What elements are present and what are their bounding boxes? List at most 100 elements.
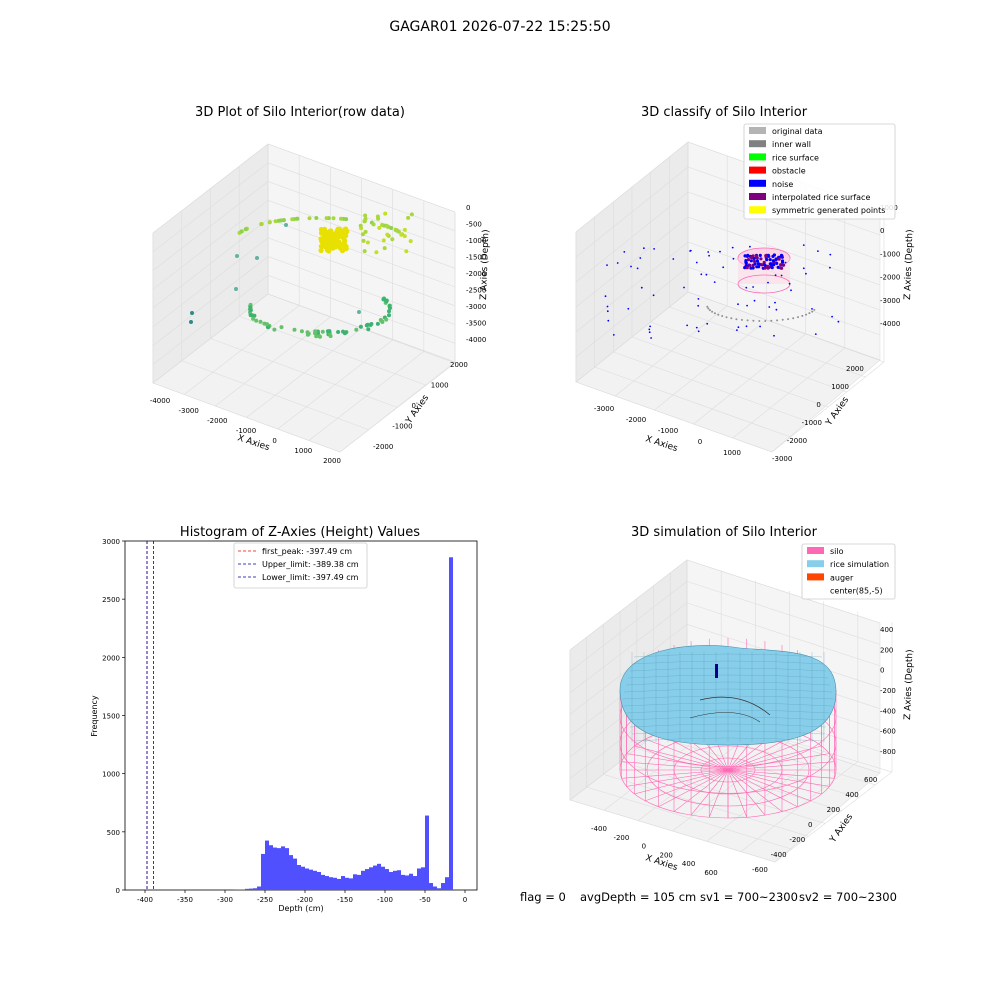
- cls-point: [754, 254, 759, 258]
- grid-line-y: [620, 761, 826, 824]
- cls-point: [772, 263, 776, 267]
- raw-point: [369, 322, 374, 326]
- cls-point: [760, 263, 764, 267]
- panel2-xlabel: X Axies: [644, 434, 679, 454]
- grid-line-x: [774, 771, 893, 863]
- y-tick-label: -1000: [802, 419, 822, 427]
- raw-point: [299, 329, 304, 334]
- noise-point: [731, 246, 734, 249]
- x-tick-label: -250: [257, 896, 273, 904]
- panel4-legend-items: silo rice simulation auger center(85,-5): [807, 547, 889, 596]
- cls-point: [755, 259, 760, 263]
- y-tick-label: 2000: [102, 654, 120, 662]
- wall-point: [801, 314, 804, 317]
- wall-point: [805, 313, 808, 316]
- raw-point: [284, 223, 288, 227]
- wall-point: [797, 316, 799, 319]
- silo-spoke: [645, 769, 729, 802]
- raw-point: [409, 212, 414, 217]
- x-tick-label: 0: [642, 843, 646, 851]
- noise-point: [697, 304, 700, 307]
- legend-label: inner wall: [772, 140, 811, 149]
- histogram-plot-frame: [124, 540, 478, 891]
- z-tick-label: 0: [880, 227, 884, 235]
- raw-point: [375, 321, 380, 326]
- noise-point: [627, 307, 630, 310]
- x-tick-label: 600: [704, 869, 717, 877]
- raw-point: [404, 249, 409, 254]
- histogram-bar: [289, 855, 293, 890]
- y-tick-label: 2500: [102, 596, 120, 604]
- noise-point: [705, 273, 708, 276]
- histogram-bar: [333, 877, 337, 890]
- raw-point: [326, 246, 332, 252]
- cls-point: [782, 263, 786, 267]
- x-tick-label: -1000: [658, 427, 678, 435]
- panel4-legend: silo rice simulation auger center(85,-5): [801, 543, 896, 600]
- histogram-bar: [329, 877, 333, 890]
- grid-line-x: [740, 761, 859, 852]
- histogram-bar: [397, 870, 401, 890]
- grid-line-y: [181, 360, 369, 431]
- histogram-bar: [413, 876, 417, 890]
- noise-point: [837, 320, 840, 323]
- raw-point: [325, 329, 330, 334]
- auger-shaft: [715, 664, 718, 678]
- raw-point: [358, 324, 363, 329]
- noise-point: [732, 257, 735, 260]
- noise-point: [643, 247, 645, 250]
- silo-spoke: [708, 769, 729, 818]
- noise-point: [606, 310, 609, 313]
- histogram-bar: [257, 886, 261, 890]
- histogram-bar: [321, 874, 325, 890]
- grid-line-z: [575, 241, 881, 333]
- auger-marker: [715, 664, 718, 678]
- raw-point: [389, 226, 394, 230]
- legend-label: silo: [830, 547, 844, 556]
- grid-line-x: [672, 740, 790, 832]
- histogram-bar: [393, 870, 397, 890]
- wall-point: [725, 316, 728, 319]
- panel1-3d-box: [152, 143, 456, 453]
- histogram-bar: [417, 868, 421, 890]
- silo-spoke: [634, 769, 729, 795]
- grid-line-y: [586, 786, 792, 850]
- legend-label: first_peak: -397.49 cm: [262, 547, 352, 556]
- grid-line-y: [152, 382, 341, 453]
- noise-point: [780, 274, 783, 277]
- raw-point: [248, 307, 253, 312]
- noise-point: [749, 245, 751, 248]
- histogram-bar: [437, 888, 441, 890]
- cls-point: [764, 254, 768, 258]
- raw-point: [324, 216, 329, 221]
- histogram-bar: [325, 876, 329, 890]
- raw-point: [235, 254, 239, 258]
- grid-line-y: [631, 336, 829, 408]
- panel4-zticks: 400 200 0 -200 -400 -600 -800: [880, 626, 896, 756]
- panel2-xticks: -3000 -2000 -1000 0 1000: [594, 405, 741, 457]
- noise-point: [788, 282, 791, 285]
- noise-point: [737, 303, 739, 306]
- legend-label: symmetric generated points: [772, 206, 885, 215]
- raw-point: [320, 230, 326, 236]
- cls-point: [762, 263, 767, 267]
- wall-point: [717, 313, 720, 316]
- noise-point: [606, 264, 608, 266]
- rice-surface: [619, 645, 837, 746]
- histogram-bar: [449, 557, 453, 890]
- histogram-bar: [405, 875, 409, 890]
- x-tick-label: 400: [682, 860, 695, 868]
- panel4-legend-frame: [801, 543, 896, 600]
- y-tick-label: -1000: [392, 423, 412, 431]
- histogram-bar: [297, 864, 301, 890]
- noise-point: [652, 294, 655, 297]
- z-tick-label: -600: [880, 728, 896, 736]
- noise-point: [713, 281, 716, 283]
- noise-point: [811, 308, 813, 310]
- panel1-yticks: -2000 -1000 0 1000 2000: [373, 361, 468, 451]
- z-tick-label: -4000: [466, 336, 486, 344]
- raw-point: [387, 309, 391, 314]
- noise-point: [722, 266, 725, 269]
- x-tick-label: -3000: [594, 405, 614, 413]
